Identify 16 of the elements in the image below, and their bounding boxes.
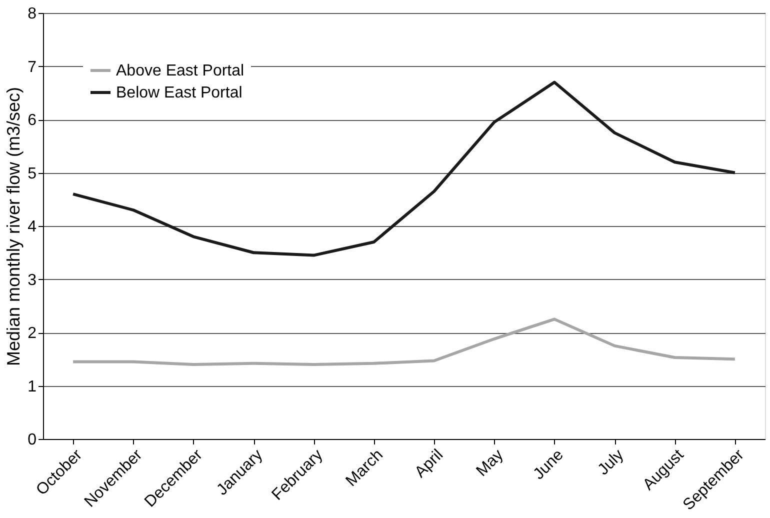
x-tick-label: May [473,446,507,480]
y-axis-title: Median monthly river flow (m3/sec) [4,86,24,366]
legend-label: Below East Portal [116,84,242,102]
x-tick-label: July [594,446,628,479]
y-tick-label: 0 [28,432,37,448]
y-tick-label: 6 [28,112,37,129]
line-series [72,80,736,257]
y-tick-label: 1 [28,378,37,396]
y-tick-label: 5 [28,165,37,182]
y-tick-label: 8 [28,6,37,22]
legend-label: Above East Portal [116,62,244,80]
y-tick-label: 4 [28,218,37,236]
y-tick-label: 2 [28,325,37,342]
line-series [72,318,736,366]
y-tick-label: 3 [28,272,37,289]
y-tick-label: 7 [28,58,37,76]
